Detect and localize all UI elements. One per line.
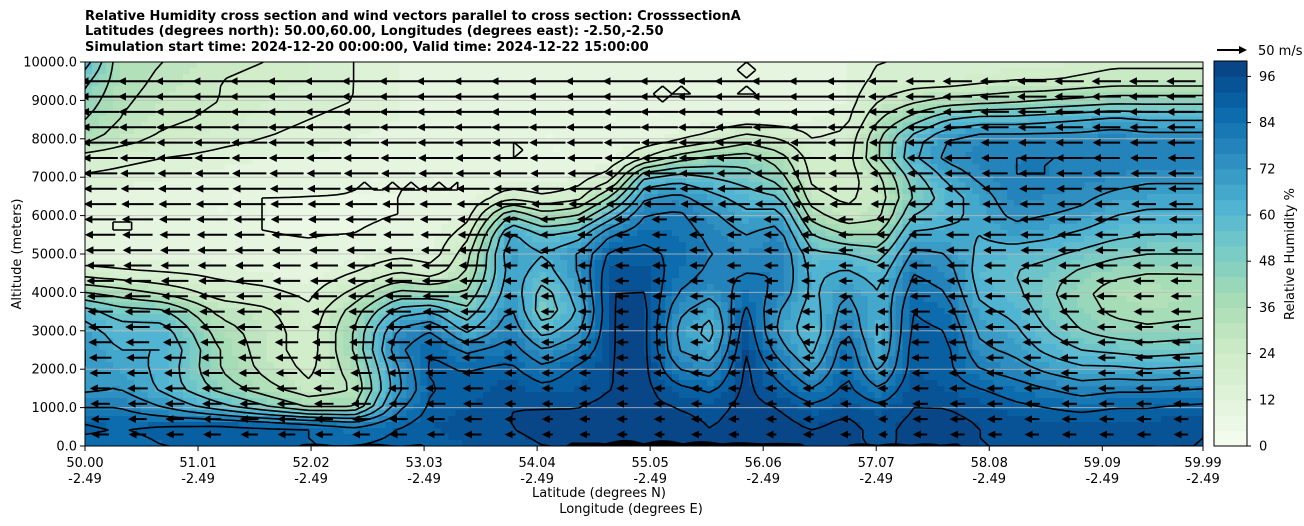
- colorbar-segment: [1214, 230, 1247, 247]
- x-tick-label-lon: -2.49: [294, 472, 328, 487]
- y-tick-label: 8000.0: [32, 132, 78, 147]
- y-tick-label: 4000.0: [32, 286, 78, 301]
- x-tick-label-lat: 50.00: [66, 456, 103, 471]
- colorbar-frame: [1213, 60, 1248, 447]
- colorbar-segment: [1214, 322, 1247, 339]
- x-tick-label-lat: 56.06: [745, 456, 782, 471]
- x-axis-label-line-1: Latitude (degrees N): [532, 486, 666, 501]
- x-tick-label-lon: -2.49: [1085, 472, 1119, 487]
- colorbar-segment: [1214, 307, 1247, 324]
- x-tick-label-lat: 53.03: [405, 456, 442, 471]
- colorbar-segment: [1214, 384, 1247, 401]
- x-tick-label-lon: -2.49: [746, 472, 780, 487]
- x-tick-label-lat: 59.99: [1184, 456, 1221, 471]
- colorbar-segment: [1214, 199, 1247, 216]
- title-line-1: Relative Humidity cross section and wind…: [85, 9, 741, 24]
- x-tick-label-lat: 55.05: [632, 456, 669, 471]
- colorbar-segment: [1214, 430, 1247, 447]
- y-tick-label: 0.0: [56, 440, 77, 455]
- colorbar-segment: [1214, 138, 1247, 154]
- x-tick-label-lat: 59.09: [1084, 456, 1121, 471]
- colorbar-segment: [1214, 261, 1247, 278]
- wind-reference-key: 50 m/s: [1217, 44, 1303, 59]
- colorbar-segment: [1214, 292, 1247, 308]
- colorbar-label: Relative Humidity %: [1283, 188, 1298, 320]
- colorbar-segment: [1214, 76, 1247, 93]
- colorbar-tick-label: 12: [1259, 393, 1276, 408]
- x-tick-label-lon: -2.49: [520, 472, 554, 487]
- colorbar-tick-label: 24: [1259, 347, 1276, 362]
- y-axis-label: Altitude (meters): [10, 199, 25, 310]
- colorbar-segment: [1214, 369, 1247, 385]
- colorbar-segment: [1214, 122, 1247, 139]
- x-tick-label-lon: -2.49: [407, 472, 441, 487]
- title-line-3: Simulation start time: 2024-12-20 00:00:…: [85, 40, 649, 55]
- colorbar: 0 12 24 36 48 60 72 84 96: [1213, 60, 1276, 455]
- y-tick-label: 10000.0: [23, 56, 77, 71]
- colorbar-segment: [1214, 399, 1247, 416]
- y-tick-label: 9000.0: [32, 94, 78, 109]
- colorbar-segment: [1214, 168, 1247, 185]
- contour-8.0: [112, 62, 757, 239]
- title-line-2: Latitudes (degrees north): 50.00,60.00, …: [85, 24, 664, 39]
- colorbar-segment: [1214, 61, 1247, 77]
- x-tick-label-lat: 58.08: [971, 456, 1008, 471]
- colorbar-segment: [1214, 245, 1247, 262]
- colorbar-segment: [1214, 353, 1247, 370]
- x-tick-label-lat: 52.02: [292, 456, 329, 471]
- terrain-silhouette: [85, 439, 1203, 446]
- plot-area: [85, 62, 1203, 446]
- x-tick-label-lon: -2.49: [68, 472, 102, 487]
- x-axis-label-line-2: Longitude (degrees E): [559, 502, 703, 517]
- colorbar-segment: [1214, 91, 1247, 108]
- colorbar-segment: [1214, 338, 1247, 355]
- x-tick-label-lon: -2.49: [181, 472, 215, 487]
- x-tick-label-lon: -2.49: [633, 472, 667, 487]
- x-tick-label-lon: -2.49: [972, 472, 1006, 487]
- wind-vectors: [85, 77, 1196, 439]
- colorbar-tick-label: 96: [1259, 70, 1276, 85]
- y-tick-label: 6000.0: [32, 209, 78, 224]
- x-tick-label-lon: -2.49: [1186, 472, 1220, 487]
- wind-reference-label: 50 m/s: [1258, 44, 1303, 59]
- colorbar-segment: [1214, 276, 1247, 293]
- x-tick-label-lat: 54.04: [519, 456, 556, 471]
- y-tick-label: 2000.0: [32, 363, 78, 378]
- colorbar-segment: [1214, 107, 1247, 124]
- y-tick-label: 1000.0: [32, 401, 78, 416]
- colorbar-tick-label: 72: [1259, 162, 1276, 177]
- x-axis: 50.00-2.4951.01-2.4952.02-2.4953.03-2.49…: [66, 446, 1222, 487]
- x-tick-label-lat: 57.07: [858, 456, 895, 471]
- colorbar-tick-label: 48: [1259, 255, 1276, 270]
- y-tick-label: 3000.0: [32, 324, 78, 339]
- y-axis: 0.0 1000.0 2000.0 3000.0 4000.0 5000.0 6000.0 7…: [23, 56, 85, 455]
- colorbar-tick-label: 60: [1259, 209, 1276, 224]
- y-tick-label: 7000.0: [32, 171, 78, 186]
- colorbar-segment: [1214, 184, 1247, 201]
- colorbar-tick-label: 36: [1259, 301, 1276, 316]
- colorbar-segment: [1214, 415, 1247, 432]
- terrain: [85, 439, 1203, 446]
- colorbar-segment: [1214, 215, 1247, 231]
- x-tick-label-lon: -2.49: [859, 472, 893, 487]
- x-tick-label-lat: 51.01: [179, 456, 216, 471]
- y-tick-label: 5000.0: [32, 248, 78, 263]
- colorbar-tick-label: 84: [1259, 116, 1276, 131]
- colorbar-tick-label: 0: [1259, 440, 1267, 455]
- colorbar-segment: [1214, 153, 1247, 170]
